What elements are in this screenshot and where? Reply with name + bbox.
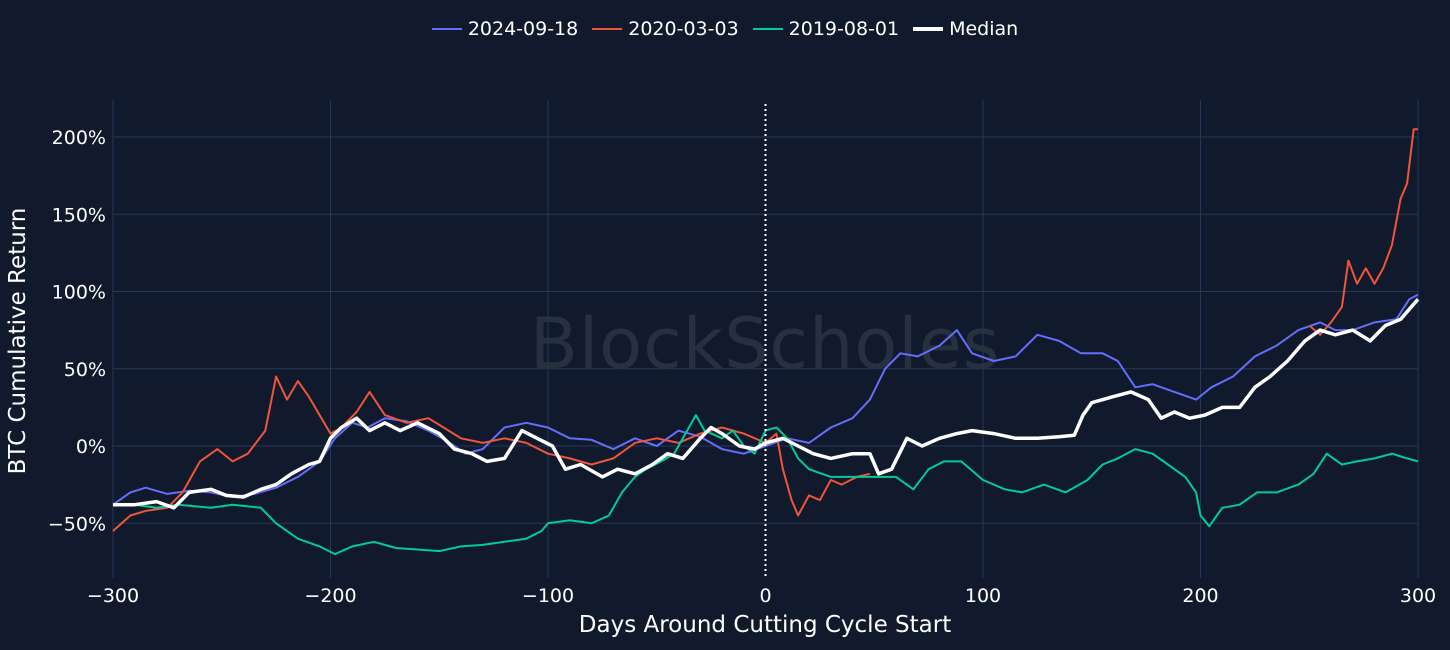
- legend-swatch-2020-03-03: [592, 28, 623, 30]
- x-tick-label: 300: [1400, 585, 1436, 607]
- x-tick-label: 0: [759, 585, 771, 607]
- y-tick-label: 100%: [52, 282, 106, 304]
- legend-swatch-2019-08-01: [752, 28, 783, 30]
- x-tick-label: −200: [304, 585, 356, 607]
- x-tick-label: −300: [87, 585, 139, 607]
- x-axis-title: Days Around Cutting Cycle Start: [579, 612, 951, 638]
- chart-legend: 2024-09-18 2020-03-03 2019-08-01 Median: [0, 18, 1450, 40]
- series-line-2019-08-01: [113, 414, 1419, 556]
- legend-label-2024-09-18: 2024-09-18: [467, 18, 579, 40]
- legend-label-2019-08-01: 2019-08-01: [788, 18, 900, 40]
- series-lines: [112, 128, 1420, 556]
- legend-item-2020-03-03[interactable]: 2020-03-03: [592, 18, 739, 40]
- y-tick-label: 200%: [52, 127, 106, 149]
- legend-item-median[interactable]: Median: [913, 18, 1018, 40]
- x-axis-ticks: −300 −200 −100 0 100 200 300: [87, 585, 1436, 607]
- series-line-2020-03-03-late: [1308, 128, 1418, 336]
- legend-label-median: Median: [949, 18, 1019, 40]
- y-axis-ticks: −50% 0% 50% 100% 150% 200%: [48, 127, 106, 535]
- y-tick-label: −50%: [48, 513, 106, 535]
- x-tick-label: −100: [522, 585, 574, 607]
- x-tick-label: 200: [1182, 585, 1218, 607]
- legend-item-2024-09-18[interactable]: 2024-09-18: [431, 18, 579, 40]
- series-line-median: [113, 298, 1420, 510]
- legend-swatch-median: [913, 27, 944, 31]
- y-tick-label: 150%: [52, 204, 106, 226]
- legend-label-2020-03-03: 2020-03-03: [628, 18, 739, 40]
- x-tick-label: 100: [965, 585, 1001, 607]
- legend-swatch-2024-09-18: [431, 28, 462, 30]
- y-tick-label: 0%: [76, 436, 106, 458]
- legend-item-2019-08-01[interactable]: 2019-08-01: [752, 18, 900, 40]
- y-axis-title: BTC Cumulative Return: [5, 208, 31, 475]
- y-tick-label: 50%: [64, 359, 106, 381]
- series-line-2020-03-03: [112, 375, 871, 532]
